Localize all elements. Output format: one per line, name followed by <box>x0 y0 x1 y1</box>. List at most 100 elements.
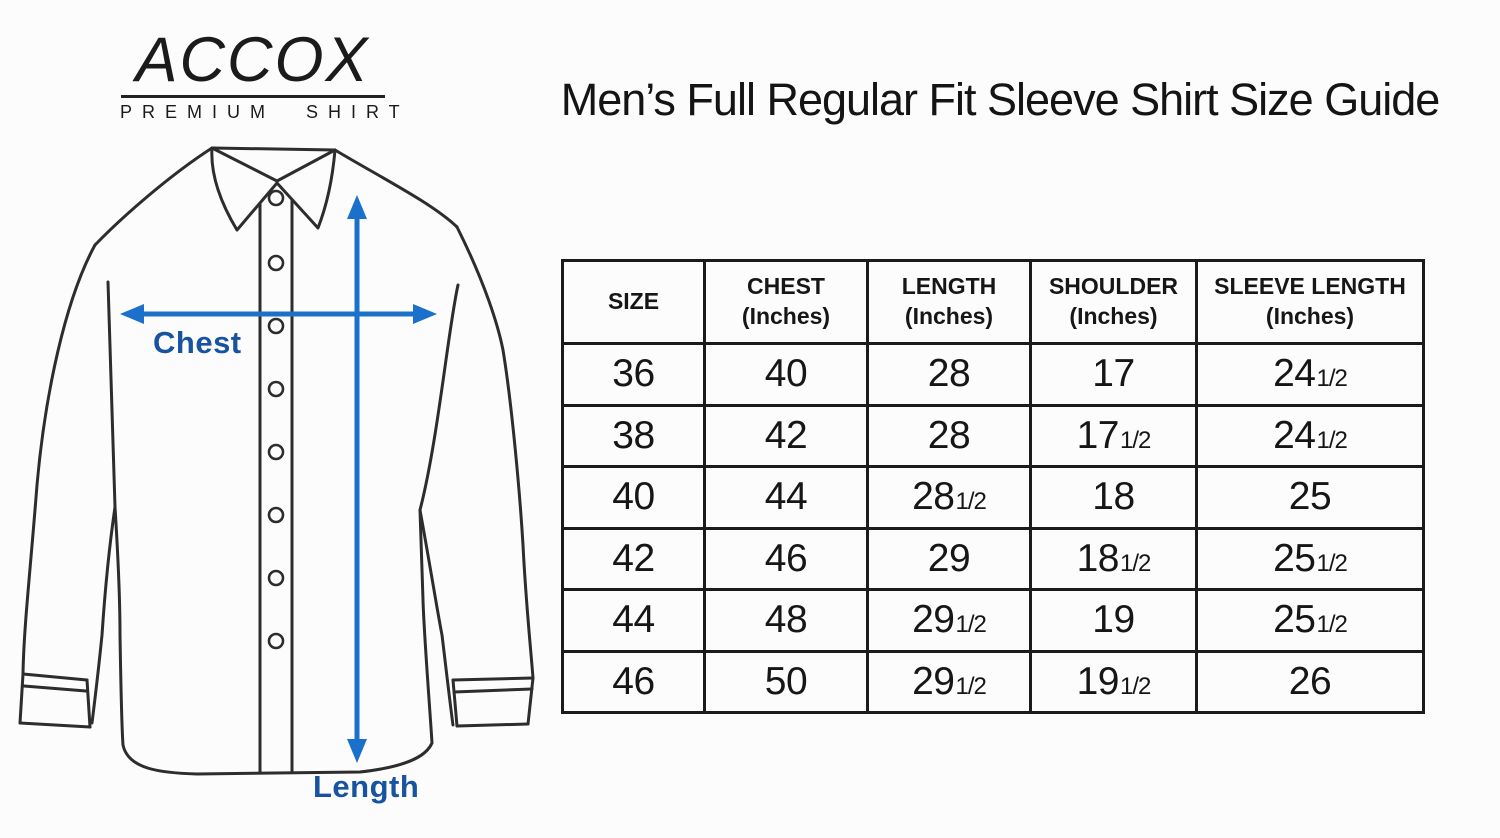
size-cell: 291/2 <box>866 588 1032 653</box>
size-cell: 46 <box>703 526 869 591</box>
table-row: 46 50 291/2 191/2 26 <box>561 649 1425 714</box>
shirt-armhole-right <box>418 283 460 512</box>
size-cell: 251/2 <box>1195 588 1425 653</box>
column-header-sleeve-length: SLEEVE LENGTH (Inches) <box>1195 259 1425 345</box>
size-cell: 291/2 <box>866 649 1032 714</box>
cell-value: 44 <box>612 598 655 642</box>
shirt-cuff-left <box>18 672 92 729</box>
shirt-sleeve-left-inner <box>90 505 117 725</box>
size-cell: 44 <box>561 588 706 653</box>
column-header-size: SIZE <box>561 259 706 345</box>
chest-label: Chest <box>153 325 242 360</box>
cell-value: 38 <box>612 413 655 457</box>
cell-fraction: 1/2 <box>1316 611 1348 639</box>
shirt-body-outline <box>113 505 434 776</box>
cell-value: 44 <box>764 475 808 519</box>
shirt-diagram: Chest Length <box>10 135 555 830</box>
shirt-shoulder-right <box>333 148 459 229</box>
chest-arrow <box>120 304 437 324</box>
logo-divider <box>120 95 385 99</box>
brand-tagline: PREMIUM SHIRT <box>120 102 410 123</box>
cell-fraction: 1/2 <box>1120 549 1151 577</box>
brand-logo: ACCOX PREMIUM SHIRT <box>110 25 410 123</box>
cell-value: 40 <box>612 475 655 519</box>
cell-value: 17 <box>1076 413 1120 457</box>
size-cell: 42 <box>703 403 869 468</box>
cell-value: 19 <box>1092 598 1135 642</box>
size-cell: 181/2 <box>1029 526 1198 591</box>
size-cell: 36 <box>561 342 706 407</box>
cell-fraction: 1/2 <box>1316 549 1348 577</box>
cell-value: 25 <box>1273 598 1316 642</box>
table-row: 38 42 28 171/2 241/2 <box>561 403 1425 468</box>
size-cell: 48 <box>703 588 869 653</box>
size-cell: 241/2 <box>1195 342 1425 407</box>
shirt-placket <box>258 191 294 774</box>
cell-value: 50 <box>764 659 808 703</box>
size-cell: 26 <box>1195 649 1425 714</box>
size-cell: 46 <box>561 649 706 714</box>
shirt-buttons <box>267 189 285 650</box>
cell-value: 29 <box>912 659 955 703</box>
cell-value: 42 <box>612 536 655 580</box>
size-table-header: SIZE CHEST (Inches) LENGTH (Inches) SHOU… <box>561 259 1425 345</box>
cell-value: 46 <box>764 536 808 580</box>
cell-fraction: 1/2 <box>955 672 987 700</box>
size-cell: 17 <box>1029 342 1198 407</box>
cell-value: 24 <box>1273 413 1316 457</box>
cell-value: 48 <box>764 598 808 642</box>
cell-value: 28 <box>912 475 955 519</box>
cell-value: 28 <box>927 413 971 457</box>
table-row: 42 46 29 181/2 251/2 <box>561 526 1425 591</box>
size-cell: 251/2 <box>1195 526 1425 591</box>
size-cell: 29 <box>866 526 1032 591</box>
size-cell: 40 <box>703 342 869 407</box>
cell-value: 40 <box>764 352 808 396</box>
table-row: 36 40 28 17 241/2 <box>561 342 1425 407</box>
column-header-chest: CHEST (Inches) <box>703 259 869 345</box>
size-cell: 28 <box>866 403 1032 468</box>
length-arrow <box>347 195 367 763</box>
table-row: 44 48 291/2 19 251/2 <box>561 588 1425 653</box>
cell-value: 19 <box>1076 659 1120 703</box>
shirt-collar <box>210 146 337 232</box>
page-title: Men’s Full Regular Fit Sleeve Shirt Size… <box>560 74 1441 125</box>
column-header-length: LENGTH (Inches) <box>866 259 1032 345</box>
cell-value: 18 <box>1092 475 1135 519</box>
shirt-sketch: Chest Length <box>18 146 535 804</box>
cell-value: 26 <box>1288 659 1332 703</box>
shirt-sleeve-left-outer <box>21 243 97 675</box>
cell-value: 25 <box>1273 536 1316 580</box>
size-cell: 241/2 <box>1195 403 1425 468</box>
table-row: 40 44 281/2 18 25 <box>561 465 1425 530</box>
cell-value: 28 <box>927 352 971 396</box>
brand-name: ACCOX <box>135 25 370 95</box>
column-header-shoulder: SHOULDER (Inches) <box>1029 259 1198 345</box>
shirt-cuff-right <box>451 676 535 728</box>
cell-value: 18 <box>1076 536 1120 580</box>
cell-fraction: 1/2 <box>955 611 987 639</box>
shirt-armhole-left <box>106 280 117 509</box>
shirt-sleeve-right-inner <box>418 508 455 727</box>
size-cell: 44 <box>703 465 869 530</box>
cell-fraction: 1/2 <box>1120 426 1151 454</box>
size-cell: 42 <box>561 526 706 591</box>
size-cell: 18 <box>1029 465 1198 530</box>
cell-value: 29 <box>927 536 971 580</box>
size-cell: 50 <box>703 649 869 714</box>
cell-value: 29 <box>912 598 955 642</box>
size-cell: 40 <box>561 465 706 530</box>
cell-fraction: 1/2 <box>955 488 987 516</box>
cell-value: 24 <box>1273 352 1316 396</box>
size-table: SIZE CHEST (Inches) LENGTH (Inches) SHOU… <box>561 259 1425 714</box>
size-cell: 281/2 <box>866 465 1032 530</box>
cell-value: 36 <box>612 352 655 396</box>
cell-fraction: 1/2 <box>1120 672 1151 700</box>
size-cell: 171/2 <box>1029 403 1198 468</box>
length-label: Length <box>313 769 419 804</box>
cell-value: 42 <box>764 413 808 457</box>
shirt-shoulder-left <box>93 146 214 247</box>
cell-value: 46 <box>612 659 655 703</box>
cell-value: 17 <box>1092 352 1135 396</box>
size-cell: 38 <box>561 403 706 468</box>
